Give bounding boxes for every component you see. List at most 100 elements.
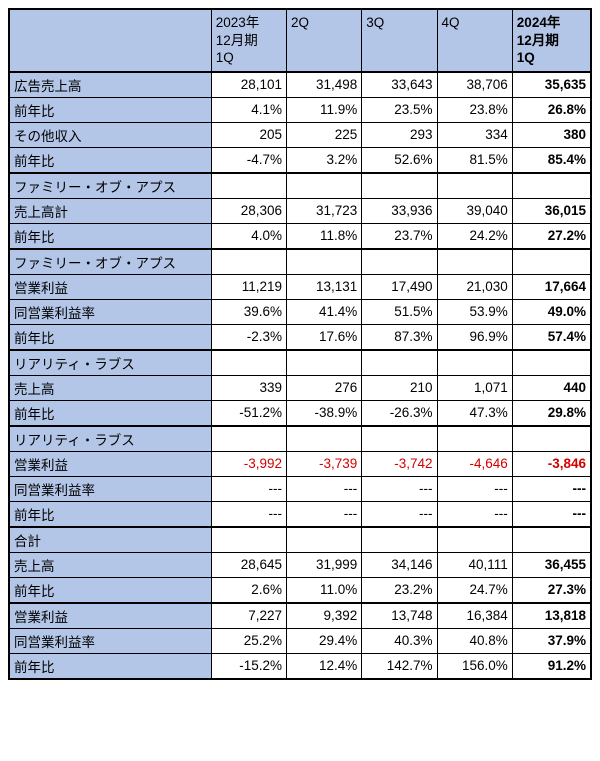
data-cell: 9,392 bbox=[287, 603, 362, 629]
row-label: 前年比 bbox=[9, 653, 211, 679]
data-cell: -2.3% bbox=[211, 324, 286, 350]
data-cell bbox=[512, 249, 591, 275]
header-q2: 2Q bbox=[287, 9, 362, 72]
data-cell bbox=[287, 249, 362, 275]
table-row: 売上高28,64531,99934,14640,11136,455 bbox=[9, 552, 591, 577]
data-cell: 205 bbox=[211, 122, 286, 147]
data-cell: -38.9% bbox=[287, 400, 362, 426]
data-cell: 31,723 bbox=[287, 198, 362, 223]
data-cell: 23.7% bbox=[362, 223, 437, 249]
table-row: 前年比2.6%11.0%23.2%24.7%27.3% bbox=[9, 577, 591, 603]
row-label: 前年比 bbox=[9, 577, 211, 603]
data-cell: 24.7% bbox=[437, 577, 512, 603]
header-q4: 4Q bbox=[437, 9, 512, 72]
data-cell bbox=[512, 350, 591, 376]
data-cell: 12.4% bbox=[287, 653, 362, 679]
table-row: 前年比-2.3%17.6%87.3%96.9%57.4% bbox=[9, 324, 591, 350]
table-body: 広告売上高28,10131,49833,64338,70635,635前年比4.… bbox=[9, 72, 591, 679]
data-cell: 85.4% bbox=[512, 147, 591, 173]
data-cell bbox=[211, 426, 286, 452]
data-cell: 57.4% bbox=[512, 324, 591, 350]
table-row: 前年比-15.2%12.4%142.7%156.0%91.2% bbox=[9, 653, 591, 679]
table-row: ファミリー・オブ・アプス bbox=[9, 173, 591, 199]
data-cell: 11,219 bbox=[211, 274, 286, 299]
data-cell: -3,739 bbox=[287, 451, 362, 476]
data-cell: --- bbox=[211, 476, 286, 501]
data-cell: --- bbox=[211, 501, 286, 527]
data-cell: 53.9% bbox=[437, 299, 512, 324]
data-cell: 27.3% bbox=[512, 577, 591, 603]
table-row: ファミリー・オブ・アプス bbox=[9, 249, 591, 275]
table-row: 同営業利益率25.2%29.4%40.3%40.8%37.9% bbox=[9, 628, 591, 653]
data-cell: 29.8% bbox=[512, 400, 591, 426]
row-label: 広告売上高 bbox=[9, 72, 211, 98]
data-cell bbox=[211, 249, 286, 275]
data-cell bbox=[287, 173, 362, 199]
data-cell: 13,748 bbox=[362, 603, 437, 629]
table-row: 合計 bbox=[9, 527, 591, 553]
data-cell bbox=[437, 350, 512, 376]
data-cell: --- bbox=[512, 501, 591, 527]
data-cell: 26.8% bbox=[512, 97, 591, 122]
row-label: 前年比 bbox=[9, 400, 211, 426]
data-cell bbox=[362, 426, 437, 452]
data-cell: 87.3% bbox=[362, 324, 437, 350]
table-row: 営業利益-3,992-3,739-3,742-4,646-3,846 bbox=[9, 451, 591, 476]
data-cell: 37.9% bbox=[512, 628, 591, 653]
row-label: リアリティ・ラブス bbox=[9, 350, 211, 376]
data-cell: 81.5% bbox=[437, 147, 512, 173]
row-label: 同営業利益率 bbox=[9, 628, 211, 653]
data-cell: 2.6% bbox=[211, 577, 286, 603]
data-cell: 23.2% bbox=[362, 577, 437, 603]
data-cell: 40.8% bbox=[437, 628, 512, 653]
table-header: 2023年12月期1Q 2Q 3Q 4Q 2024年12月期1Q bbox=[9, 9, 591, 72]
data-cell: 40.3% bbox=[362, 628, 437, 653]
data-cell: 16,384 bbox=[437, 603, 512, 629]
data-cell bbox=[287, 527, 362, 553]
data-cell: 33,936 bbox=[362, 198, 437, 223]
data-cell: 40,111 bbox=[437, 552, 512, 577]
data-cell: 33,643 bbox=[362, 72, 437, 98]
data-cell: 23.5% bbox=[362, 97, 437, 122]
row-label: 同営業利益率 bbox=[9, 476, 211, 501]
row-label: 合計 bbox=[9, 527, 211, 553]
data-cell: --- bbox=[362, 501, 437, 527]
data-cell: 3.2% bbox=[287, 147, 362, 173]
table-row: 前年比-51.2%-38.9%-26.3%47.3%29.8% bbox=[9, 400, 591, 426]
data-cell: 96.9% bbox=[437, 324, 512, 350]
data-cell: 7,227 bbox=[211, 603, 286, 629]
row-label: 同営業利益率 bbox=[9, 299, 211, 324]
header-2023q1: 2023年12月期1Q bbox=[211, 9, 286, 72]
table-row: 前年比-4.7%3.2%52.6%81.5%85.4% bbox=[9, 147, 591, 173]
table-row: リアリティ・ラブス bbox=[9, 426, 591, 452]
data-cell: 11.9% bbox=[287, 97, 362, 122]
row-label: 前年比 bbox=[9, 147, 211, 173]
data-cell: 276 bbox=[287, 375, 362, 400]
data-cell bbox=[362, 249, 437, 275]
table-row: 売上高3392762101,071440 bbox=[9, 375, 591, 400]
row-label: 売上高計 bbox=[9, 198, 211, 223]
data-cell: 4.1% bbox=[211, 97, 286, 122]
data-cell: 36,455 bbox=[512, 552, 591, 577]
data-cell: 24.2% bbox=[437, 223, 512, 249]
data-cell: 35,635 bbox=[512, 72, 591, 98]
data-cell: 49.0% bbox=[512, 299, 591, 324]
data-cell bbox=[211, 527, 286, 553]
data-cell: 225 bbox=[287, 122, 362, 147]
data-cell: 17,490 bbox=[362, 274, 437, 299]
data-cell: 380 bbox=[512, 122, 591, 147]
header-2024q1: 2024年12月期1Q bbox=[512, 9, 591, 72]
data-cell: 23.8% bbox=[437, 97, 512, 122]
data-cell: 39.6% bbox=[211, 299, 286, 324]
header-blank bbox=[9, 9, 211, 72]
data-cell: 39,040 bbox=[437, 198, 512, 223]
row-label: 営業利益 bbox=[9, 451, 211, 476]
data-cell: 34,146 bbox=[362, 552, 437, 577]
data-cell: --- bbox=[362, 476, 437, 501]
data-cell: -4,646 bbox=[437, 451, 512, 476]
data-cell: 28,101 bbox=[211, 72, 286, 98]
table-row: 前年比--------------- bbox=[9, 501, 591, 527]
data-cell: 440 bbox=[512, 375, 591, 400]
data-cell: 28,645 bbox=[211, 552, 286, 577]
row-label: ファミリー・オブ・アプス bbox=[9, 173, 211, 199]
